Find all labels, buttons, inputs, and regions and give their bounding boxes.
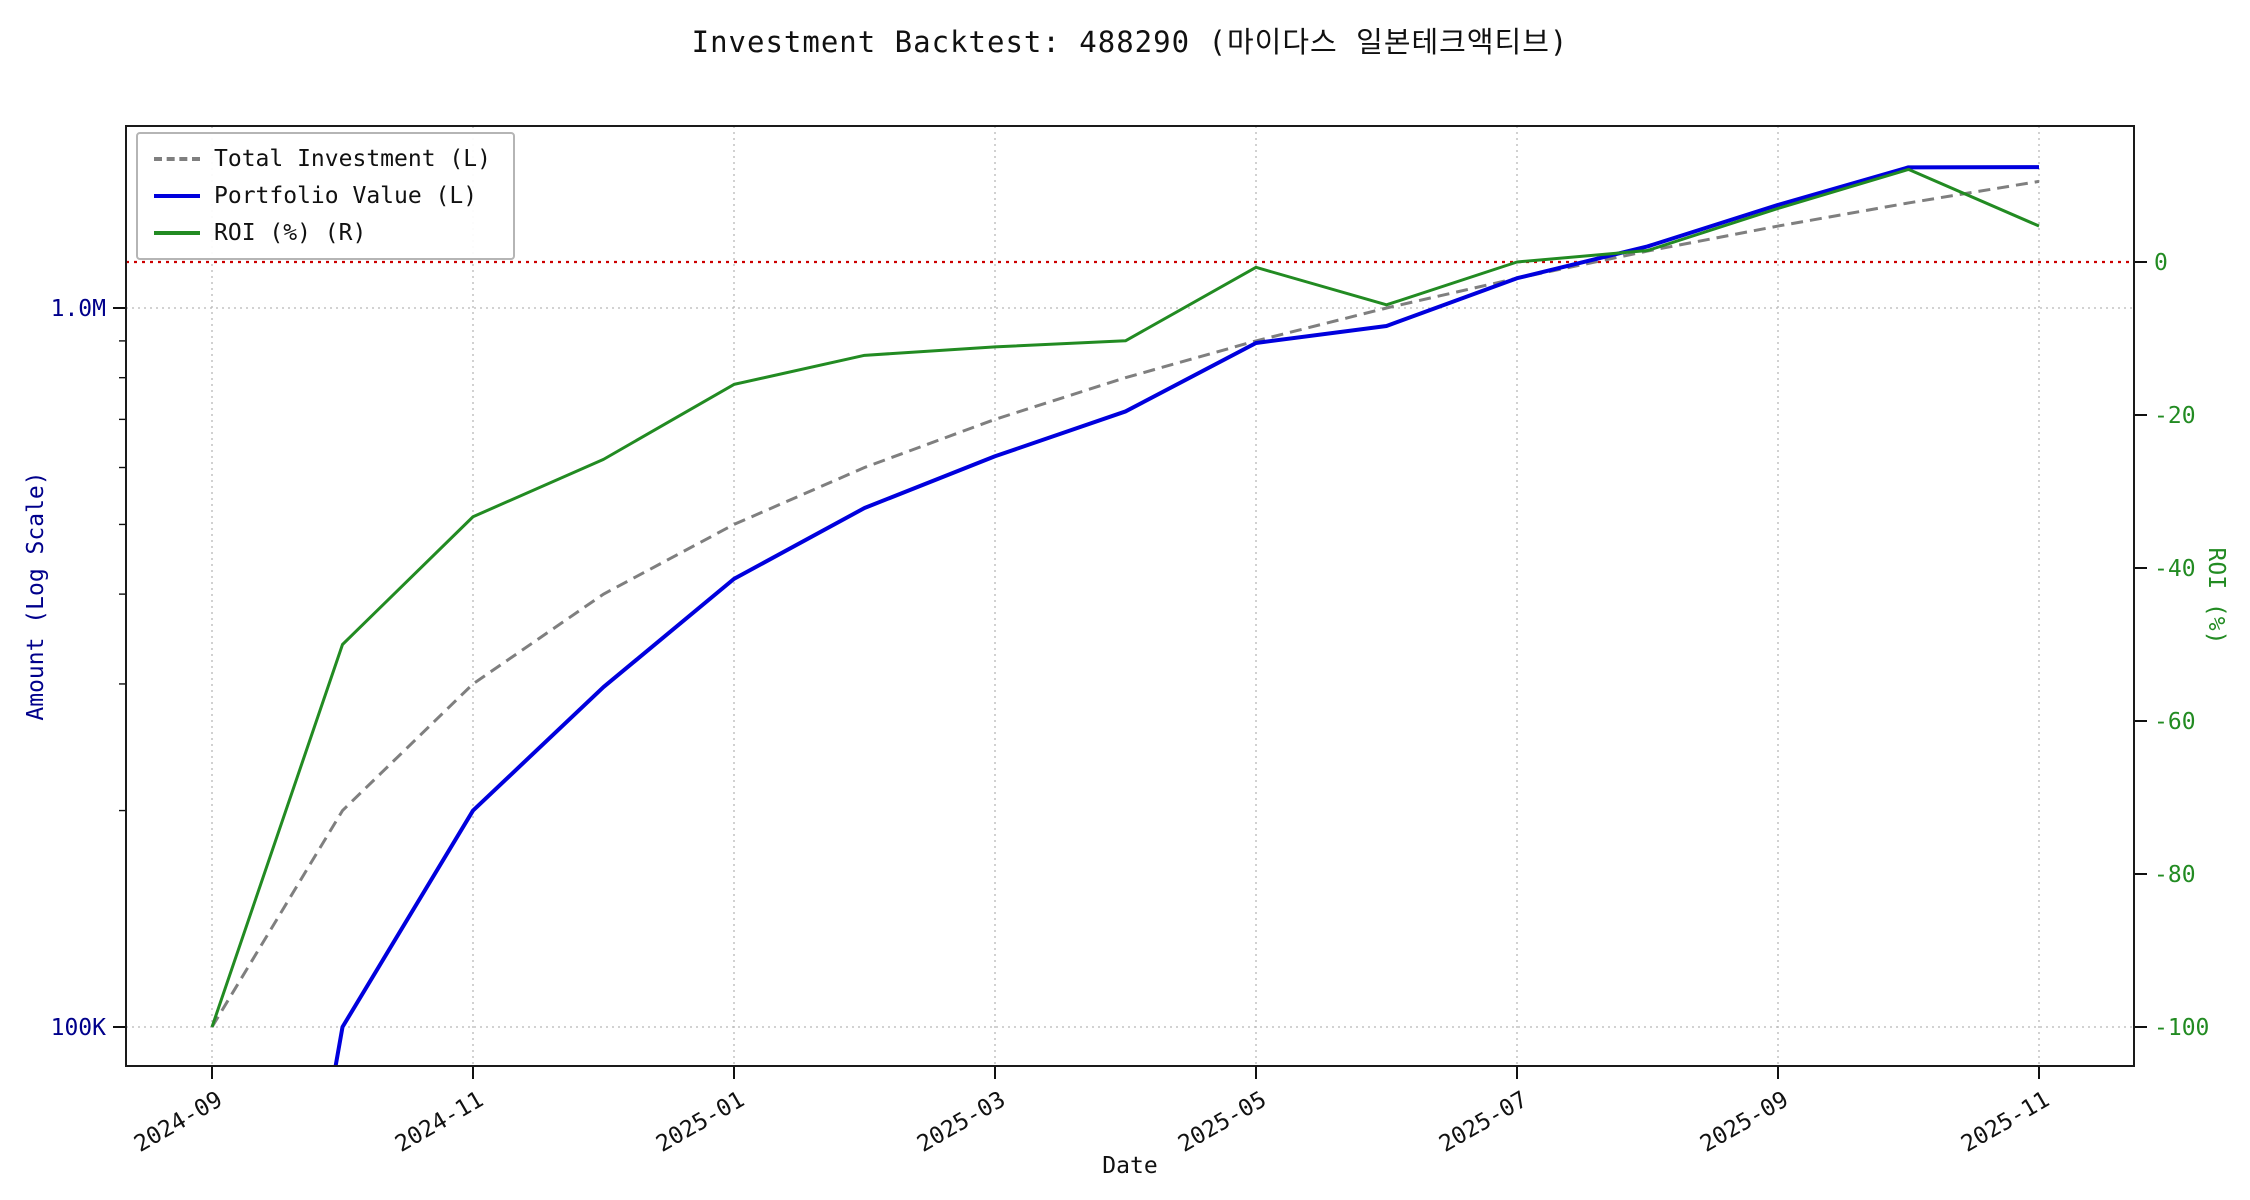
total-investment-line xyxy=(210,179,2040,1028)
y-right-tick-label: -100 xyxy=(2154,1015,2209,1041)
y-left-tick-label: 1.0M xyxy=(51,296,106,322)
y-right-ticks: 0 -20 -40 -60 -80 -100 xyxy=(2134,250,2209,1041)
y-right-tick-label: -60 xyxy=(2154,709,2196,735)
x-tick-label: 2025-11 xyxy=(1957,1087,2054,1158)
legend-label-total-investment: Total Investment (L) xyxy=(214,146,491,172)
portfolio-value-line xyxy=(333,165,2040,1066)
roi-line xyxy=(210,167,2040,1028)
y-left-grid-and-ticks: 1.0M 100K xyxy=(51,296,2134,1041)
x-tick-label: 2025-09 xyxy=(1696,1087,1793,1158)
x-tick-label: 2025-03 xyxy=(913,1087,1010,1158)
y-left-axis-label: Amount (Log Scale) xyxy=(23,471,49,721)
x-tick-label: 2025-07 xyxy=(1435,1087,1532,1158)
y-right-tick-label: -20 xyxy=(2154,403,2196,429)
x-grid-and-ticks: 2024-09 2024-11 2025-01 2025-03 2025-05 2025-… xyxy=(130,126,2054,1158)
legend-label-portfolio-value: Portfolio Value (L) xyxy=(214,183,478,209)
legend: Total Investment (L) Portfolio Value (L)… xyxy=(136,132,515,260)
legend-line-sample-solid-green xyxy=(154,231,200,235)
legend-item-total-investment: Total Investment (L) xyxy=(154,146,491,172)
legend-label-roi: ROI (%) (R) xyxy=(214,220,367,246)
x-tick-label: 2024-11 xyxy=(391,1087,488,1158)
legend-item-portfolio-value: Portfolio Value (L) xyxy=(154,183,491,209)
legend-line-sample-solid-blue xyxy=(154,194,200,198)
y-right-tick-label: -80 xyxy=(2154,862,2196,888)
y-left-tick-label: 100K xyxy=(51,1015,107,1041)
x-tick-label: 2024-09 xyxy=(130,1087,227,1158)
plot-border xyxy=(125,125,2135,1067)
legend-line-sample-dashed-gray xyxy=(154,157,200,161)
chart-title: Investment Backtest: 488290 (마이다스 일본테크액티… xyxy=(691,25,1569,59)
y-right-axis-label: ROI (%) xyxy=(2203,547,2229,645)
x-tick-label: 2025-05 xyxy=(1174,1087,1271,1158)
x-axis-label: Date xyxy=(1102,1153,1158,1179)
x-tick-label: 2025-01 xyxy=(652,1087,749,1158)
legend-item-roi: ROI (%) (R) xyxy=(154,220,491,246)
y-right-tick-label: -40 xyxy=(2154,556,2196,582)
y-right-tick-label: 0 xyxy=(2154,250,2168,276)
